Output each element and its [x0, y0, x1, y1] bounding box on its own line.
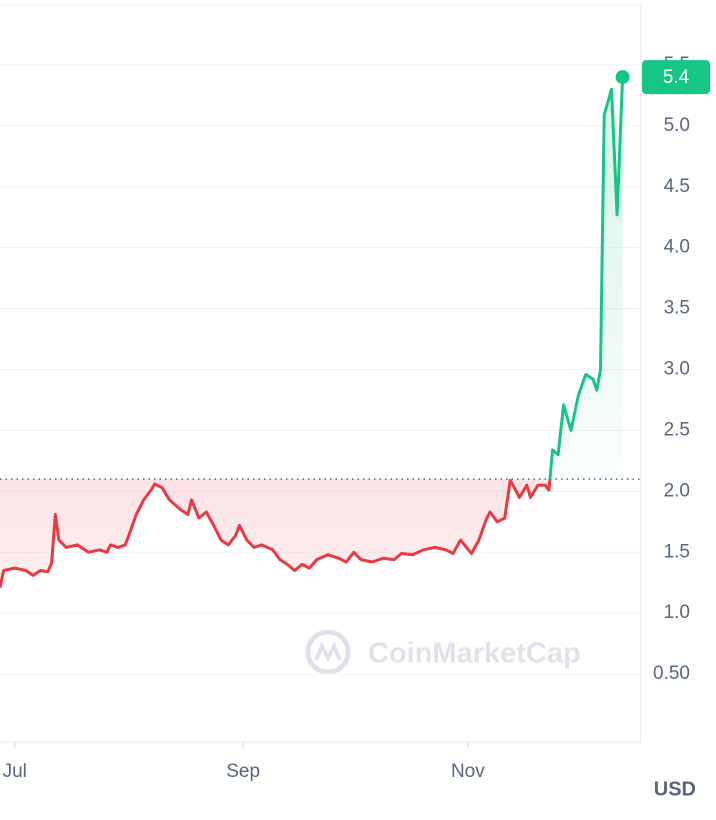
x-tick-label: Nov — [451, 761, 485, 782]
y-tick-label: 2.5 — [664, 419, 690, 440]
y-tick-label: 2.0 — [664, 480, 690, 501]
y-tick-label: 1.5 — [664, 541, 690, 562]
y-tick-label: 1.0 — [664, 602, 690, 623]
currency-label: USD — [654, 778, 696, 800]
price-tag-box — [642, 60, 710, 95]
watermark: CoinMarketCap — [305, 629, 581, 675]
price-tag-label: 5.4 — [663, 67, 690, 88]
line — [0, 77, 625, 588]
y-tick-label: 3.5 — [664, 298, 690, 319]
watermark-text: CoinMarketCap — [368, 638, 581, 670]
price-tag: 5.4 — [642, 60, 710, 95]
y-tick-label: 4.0 — [664, 237, 690, 258]
y-tick-label: 4.5 — [664, 176, 690, 197]
y-tick-label: 0.50 — [653, 663, 690, 684]
y-tick-label: 3.0 — [664, 359, 690, 380]
x-tick-label: Sep — [226, 761, 260, 782]
last-point — [615, 70, 630, 85]
area — [0, 77, 623, 588]
x-tick-label: Jul — [3, 761, 27, 782]
y-tick-label: 5.0 — [664, 115, 690, 136]
